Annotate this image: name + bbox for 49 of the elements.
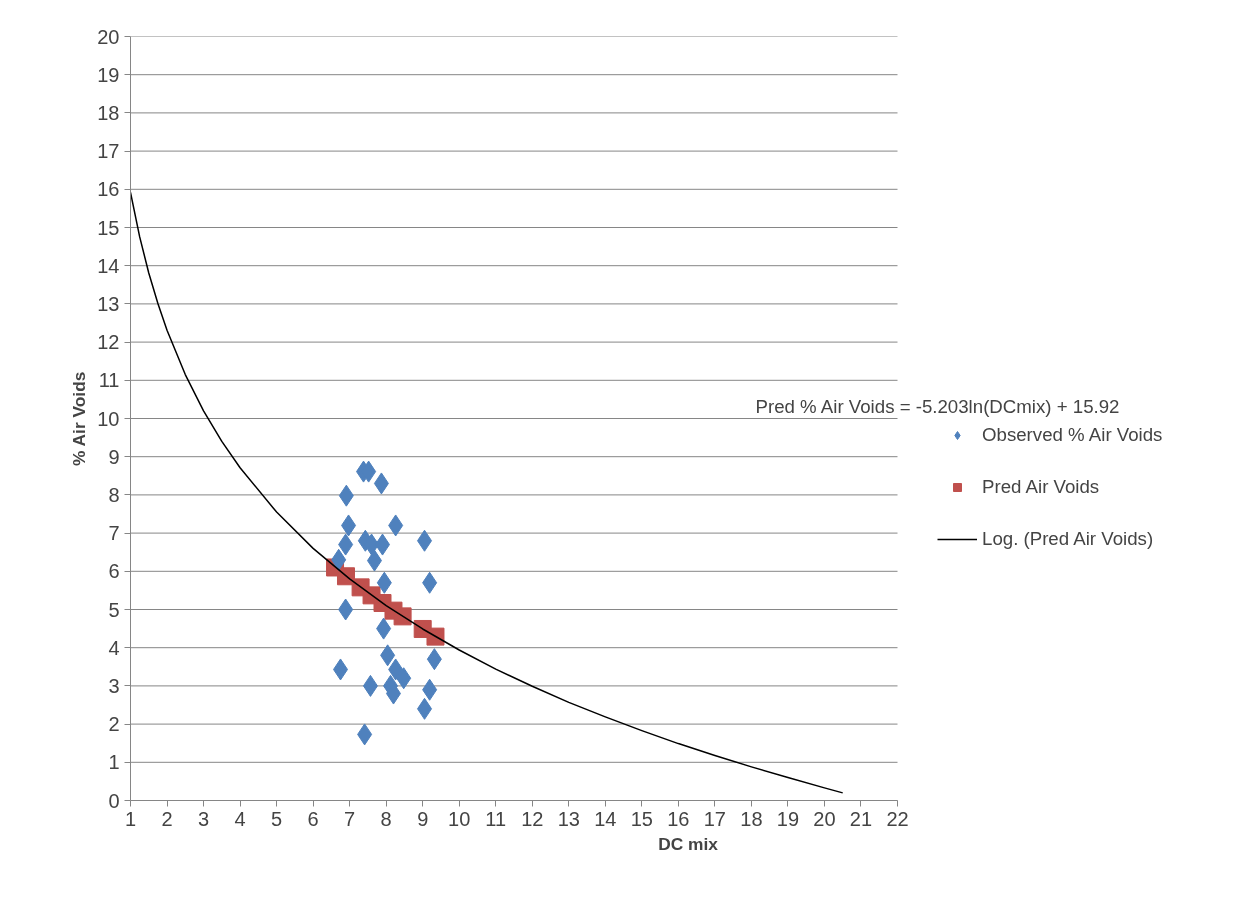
legend-label: Pred Air Voids bbox=[982, 476, 1100, 498]
y-axis-title: % Air Voids bbox=[69, 371, 90, 466]
y-tick-label: 1 bbox=[108, 751, 120, 774]
y-tick-label: 3 bbox=[108, 674, 120, 697]
y-tick-label: 15 bbox=[97, 216, 120, 239]
legend-label: Log. (Pred Air Voids) bbox=[982, 528, 1154, 550]
y-tick-label: 0 bbox=[108, 789, 120, 812]
y-tick-label: 11 bbox=[98, 369, 120, 392]
x-tick-label: 18 bbox=[740, 807, 763, 830]
y-tick-label: 2 bbox=[108, 713, 120, 736]
x-tick-label: 2 bbox=[161, 807, 173, 830]
y-tick-label: 6 bbox=[108, 560, 120, 583]
y-tick-label: 17 bbox=[97, 140, 120, 163]
y-tick-label: 18 bbox=[97, 101, 120, 124]
x-tick-label: 21 bbox=[849, 807, 873, 830]
x-tick-label: 20 bbox=[813, 807, 836, 830]
x-axis-title: DC mix bbox=[658, 833, 719, 854]
x-tick-label: 14 bbox=[594, 807, 617, 830]
x-tick-label: 7 bbox=[344, 807, 356, 830]
x-tick-label: 3 bbox=[197, 807, 210, 830]
x-tick-label: 15 bbox=[630, 807, 653, 830]
x-tick-label: 11 bbox=[485, 807, 507, 830]
y-tick-label: 19 bbox=[97, 63, 120, 86]
x-tick-label: 19 bbox=[776, 807, 800, 830]
legend-label: Observed % Air Voids bbox=[982, 424, 1163, 446]
y-tick-label: 20 bbox=[97, 25, 120, 48]
y-tick-label: 13 bbox=[97, 292, 120, 315]
x-tick-label: 5 bbox=[271, 807, 283, 830]
x-tick-label: 6 bbox=[307, 807, 319, 830]
y-tick-label: 7 bbox=[108, 522, 120, 545]
x-tick-label: 12 bbox=[521, 807, 544, 830]
x-tick-label: 17 bbox=[703, 807, 727, 830]
x-tick-label: 22 bbox=[886, 807, 909, 830]
y-tick-label: 4 bbox=[108, 636, 120, 659]
annotation: Pred % Air Voids = -5.203ln(DCmix) + 15.92 bbox=[755, 395, 1120, 417]
y-tick-label: 5 bbox=[108, 598, 120, 621]
y-tick-label: 12 bbox=[97, 331, 120, 354]
x-tick-label: 1 bbox=[124, 807, 137, 830]
y-tick-label: 9 bbox=[108, 445, 120, 468]
y-tick-label: 8 bbox=[108, 483, 120, 506]
x-tick-label: 13 bbox=[557, 807, 580, 830]
y-tick-label: 14 bbox=[97, 254, 120, 277]
y-tick-label: 10 bbox=[97, 407, 120, 430]
x-tick-label: 16 bbox=[667, 807, 690, 830]
x-tick-label: 9 bbox=[417, 807, 429, 830]
x-tick-label: 8 bbox=[380, 807, 392, 830]
x-tick-label: 10 bbox=[448, 807, 471, 830]
y-tick-label: 16 bbox=[97, 178, 120, 201]
x-tick-label: 4 bbox=[234, 807, 246, 830]
